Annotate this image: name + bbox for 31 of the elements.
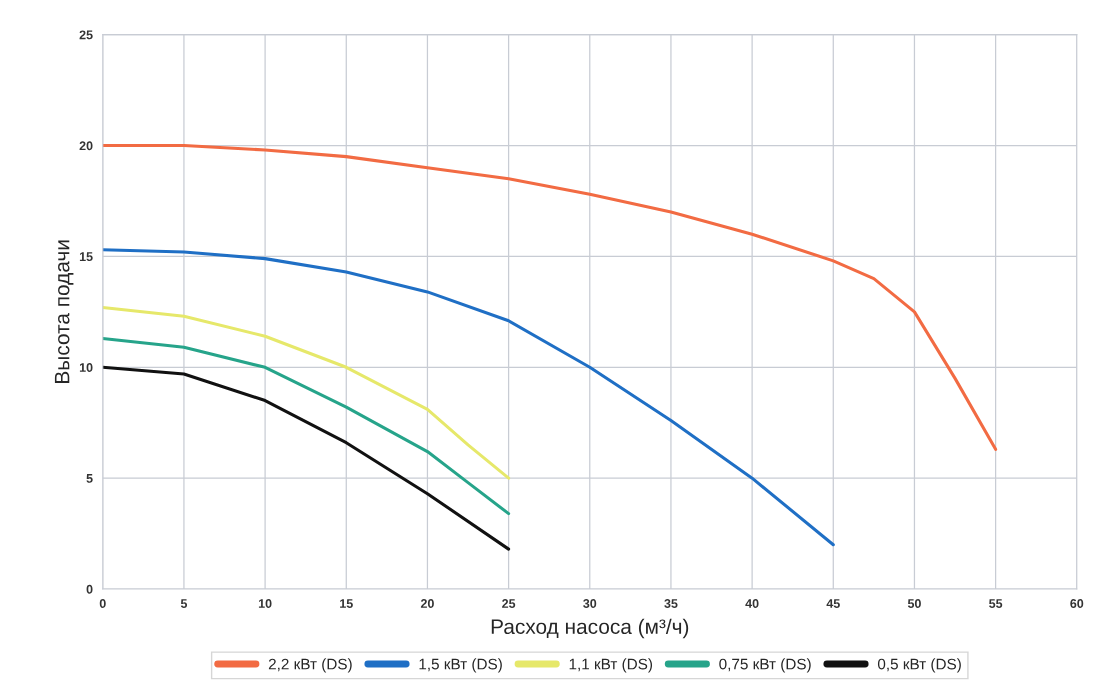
x-tick-label: 25 [502,599,516,608]
line-series [102,248,835,547]
y-tick-label: 20 [79,141,93,151]
legend-label: 1,5 кВт (DS) [419,658,502,673]
x-tick-label: 60 [1070,599,1084,608]
x-tick-label: 30 [583,599,597,608]
y-axis-title: Высота подачи [54,240,74,383]
y-tick-label: 10 [79,363,93,372]
legend-label: 0,5 кВт (DS) [877,658,961,673]
legend-label: 2,2 кВт (DS) [268,658,352,673]
x-tick-label: 55 [989,599,1003,608]
line-series [102,365,511,551]
line-series [102,144,998,451]
line-series [102,336,511,516]
x-tick-label: 35 [664,599,678,608]
x-tick-label: 50 [907,599,921,608]
y-tick-label: 15 [79,252,93,262]
y-tick-label: 5 [86,474,93,483]
x-tick-label: 45 [826,599,840,608]
x-tick-label: 5 [180,599,188,608]
x-tick-label: 40 [745,599,759,608]
legend-label: 0,75 кВт (DS) [719,658,811,673]
line-series [102,305,511,480]
y-tick-label: 25 [79,30,93,40]
x-tick-label: 0 [99,599,106,608]
y-tick-label: 0 [86,584,93,594]
x-tick-label: 10 [258,599,272,608]
x-tick-label: 15 [340,599,353,608]
x-tick-label: 20 [420,599,434,608]
x-axis-title: Расход насоса (м³/ч) [491,618,689,639]
legend-label: 1,1 кВт (DS) [569,658,653,673]
